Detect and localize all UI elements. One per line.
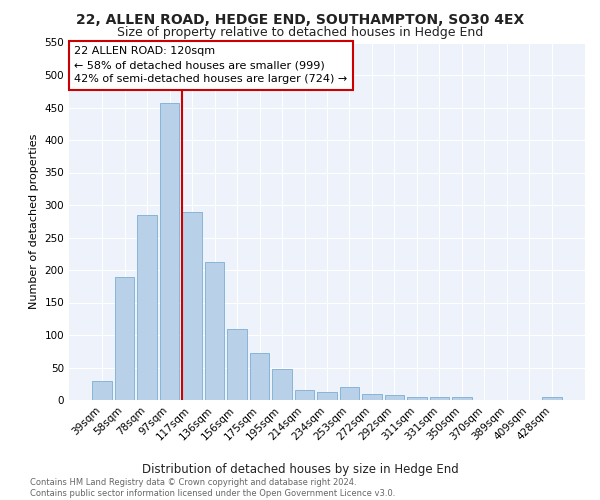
Text: Distribution of detached houses by size in Hedge End: Distribution of detached houses by size … [142, 462, 458, 475]
Bar [115, 276, 134, 400]
Bar [92, 380, 112, 400]
Text: Contains HM Land Registry data © Crown copyright and database right 2024.
Contai: Contains HM Land Registry data © Crown c… [30, 478, 395, 498]
Bar [295, 390, 314, 400]
Bar [430, 397, 449, 400]
Bar [362, 394, 382, 400]
Bar [317, 392, 337, 400]
Bar [272, 370, 292, 400]
Bar [182, 212, 202, 400]
Bar [160, 103, 179, 400]
Bar [542, 397, 562, 400]
Bar [250, 352, 269, 400]
Text: 22, ALLEN ROAD, HEDGE END, SOUTHAMPTON, SO30 4EX: 22, ALLEN ROAD, HEDGE END, SOUTHAMPTON, … [76, 12, 524, 26]
Bar [137, 215, 157, 400]
Y-axis label: Number of detached properties: Number of detached properties [29, 134, 39, 309]
Bar [340, 387, 359, 400]
Bar [205, 262, 224, 400]
Bar [227, 328, 247, 400]
Bar [452, 398, 472, 400]
Text: 22 ALLEN ROAD: 120sqm
← 58% of detached houses are smaller (999)
42% of semi-det: 22 ALLEN ROAD: 120sqm ← 58% of detached … [74, 46, 347, 84]
Bar [407, 397, 427, 400]
Bar [385, 395, 404, 400]
Text: Size of property relative to detached houses in Hedge End: Size of property relative to detached ho… [117, 26, 483, 39]
